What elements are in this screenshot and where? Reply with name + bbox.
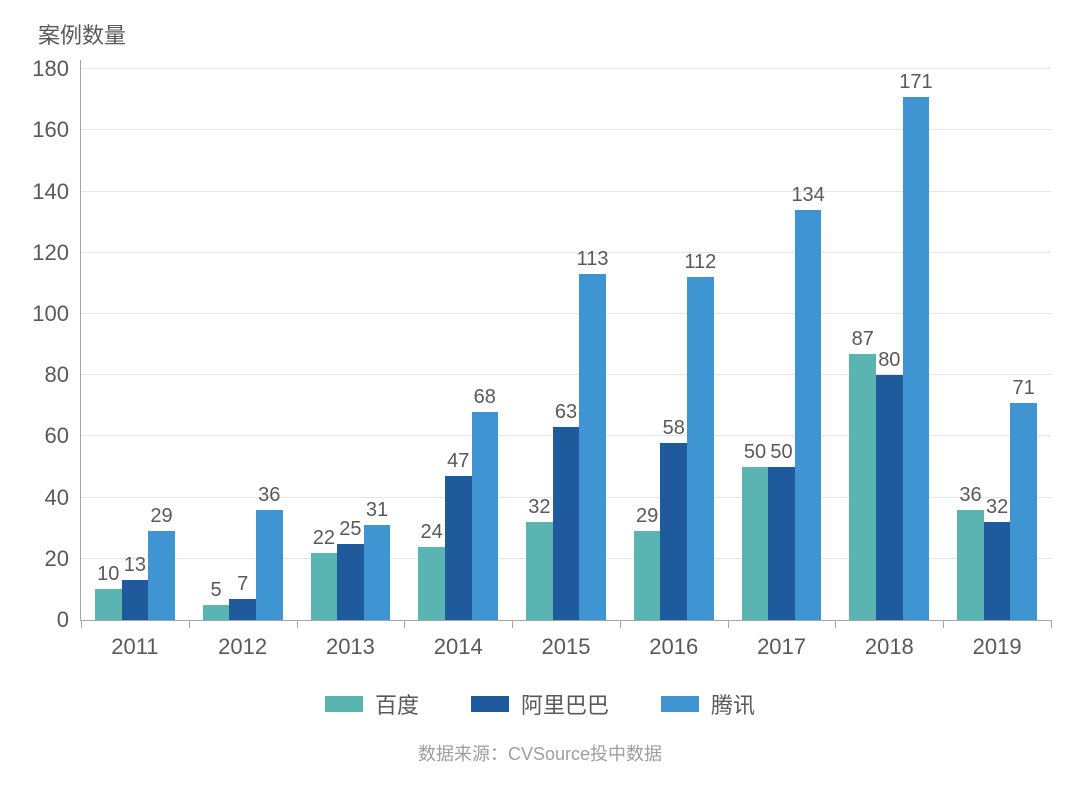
bar: 24: [418, 547, 445, 620]
x-tick-mark: [189, 620, 190, 628]
bar: 87: [849, 354, 876, 620]
bar: 32: [984, 522, 1011, 620]
x-tick-label: 2016: [649, 620, 698, 660]
legend-label: 百度: [375, 688, 419, 720]
x-tick-label: 2014: [434, 620, 483, 660]
x-tick-mark: [835, 620, 836, 628]
chart-container: 案例数量 0 20 40 60 80 100 120 140 160 180 2011 2012 201…: [0, 0, 1080, 785]
plot-area: 0204060801001201401601802011201220132014…: [80, 60, 1051, 621]
bar-value-label: 29: [636, 505, 658, 531]
bar-value-label: 134: [791, 184, 824, 210]
grid-line: [81, 68, 1051, 69]
bar-value-label: 58: [663, 417, 685, 443]
legend-label: 阿里巴巴: [521, 688, 609, 720]
bar-value-label: 50: [770, 441, 792, 467]
bar-value-label: 13: [124, 554, 146, 580]
y-tick-label: 60: [45, 423, 81, 449]
bar: 32: [526, 522, 553, 620]
bar: 113: [579, 274, 606, 620]
bar-value-label: 87: [852, 328, 874, 354]
bar-value-label: 22: [313, 527, 335, 553]
x-tick-label: 2019: [973, 620, 1022, 660]
x-tick-mark: [620, 620, 621, 628]
legend-swatch: [325, 696, 363, 712]
y-tick-label: 80: [45, 362, 81, 388]
bar: 5: [203, 605, 230, 620]
y-tick-label: 20: [45, 546, 81, 572]
bar: 58: [660, 443, 687, 620]
legend-item: 百度: [325, 688, 419, 720]
y-tick-label: 40: [45, 485, 81, 511]
legend: 百度 阿里巴巴 腾讯: [0, 688, 1080, 720]
bar: 29: [148, 531, 175, 620]
bar-value-label: 171: [899, 71, 932, 97]
bar: 171: [903, 97, 930, 620]
bar: 68: [472, 412, 499, 620]
bar-value-label: 47: [447, 450, 469, 476]
legend-item: 阿里巴巴: [471, 688, 609, 720]
bar: 36: [256, 510, 283, 620]
x-tick-mark: [81, 620, 82, 628]
bar: 25: [337, 544, 364, 621]
x-tick-label: 2013: [326, 620, 375, 660]
bar-value-label: 71: [1013, 377, 1035, 403]
bar-value-label: 32: [528, 496, 550, 522]
bar-value-label: 112: [684, 251, 716, 277]
x-tick-label: 2011: [111, 620, 158, 660]
bar-value-label: 36: [258, 484, 280, 510]
y-tick-label: 160: [32, 117, 81, 143]
bar-value-label: 10: [97, 563, 119, 589]
x-tick-mark: [512, 620, 513, 628]
x-tick-mark: [728, 620, 729, 628]
bar-value-label: 32: [986, 496, 1008, 522]
y-tick-label: 100: [32, 301, 81, 327]
x-tick-label: 2018: [865, 620, 914, 660]
bar: 31: [364, 525, 391, 620]
bar: 36: [957, 510, 984, 620]
bar: 80: [876, 375, 903, 620]
legend-swatch: [661, 696, 699, 712]
data-source-caption: 数据来源：CVSource投中数据: [0, 740, 1080, 766]
legend-label: 腾讯: [711, 688, 755, 720]
y-tick-label: 180: [32, 56, 81, 82]
bar-value-label: 36: [959, 484, 981, 510]
bar-value-label: 5: [211, 579, 222, 605]
x-tick-mark: [404, 620, 405, 628]
x-tick-label: 2015: [542, 620, 591, 660]
bar-value-label: 29: [150, 505, 172, 531]
bar: 13: [122, 580, 149, 620]
x-tick-label: 2012: [218, 620, 267, 660]
bar-value-label: 113: [577, 248, 609, 274]
legend-swatch: [471, 696, 509, 712]
bar-value-label: 31: [366, 499, 388, 525]
x-tick-mark: [1051, 620, 1052, 628]
bar-value-label: 7: [237, 573, 248, 599]
bar: 22: [311, 553, 338, 620]
legend-item: 腾讯: [661, 688, 755, 720]
y-axis-title: 案例数量: [38, 18, 126, 50]
y-tick-label: 140: [32, 179, 81, 205]
bar: 7: [229, 599, 256, 620]
bar: 134: [795, 210, 822, 620]
x-tick-mark: [297, 620, 298, 628]
bar: 112: [687, 277, 714, 620]
bar-value-label: 68: [474, 386, 496, 412]
bar-value-label: 25: [339, 518, 361, 544]
bar: 50: [768, 467, 795, 620]
bar: 63: [553, 427, 580, 620]
bar: 10: [95, 589, 122, 620]
bar: 47: [445, 476, 472, 620]
y-tick-label: 120: [32, 240, 81, 266]
bar: 29: [634, 531, 661, 620]
x-tick-label: 2017: [757, 620, 806, 660]
x-tick-mark: [943, 620, 944, 628]
bar-value-label: 24: [421, 521, 443, 547]
bar-value-label: 50: [744, 441, 766, 467]
bar: 71: [1010, 403, 1037, 620]
bar-value-label: 63: [555, 401, 577, 427]
bar-value-label: 80: [878, 349, 900, 375]
y-tick-label: 0: [57, 607, 81, 633]
bar: 50: [742, 467, 769, 620]
